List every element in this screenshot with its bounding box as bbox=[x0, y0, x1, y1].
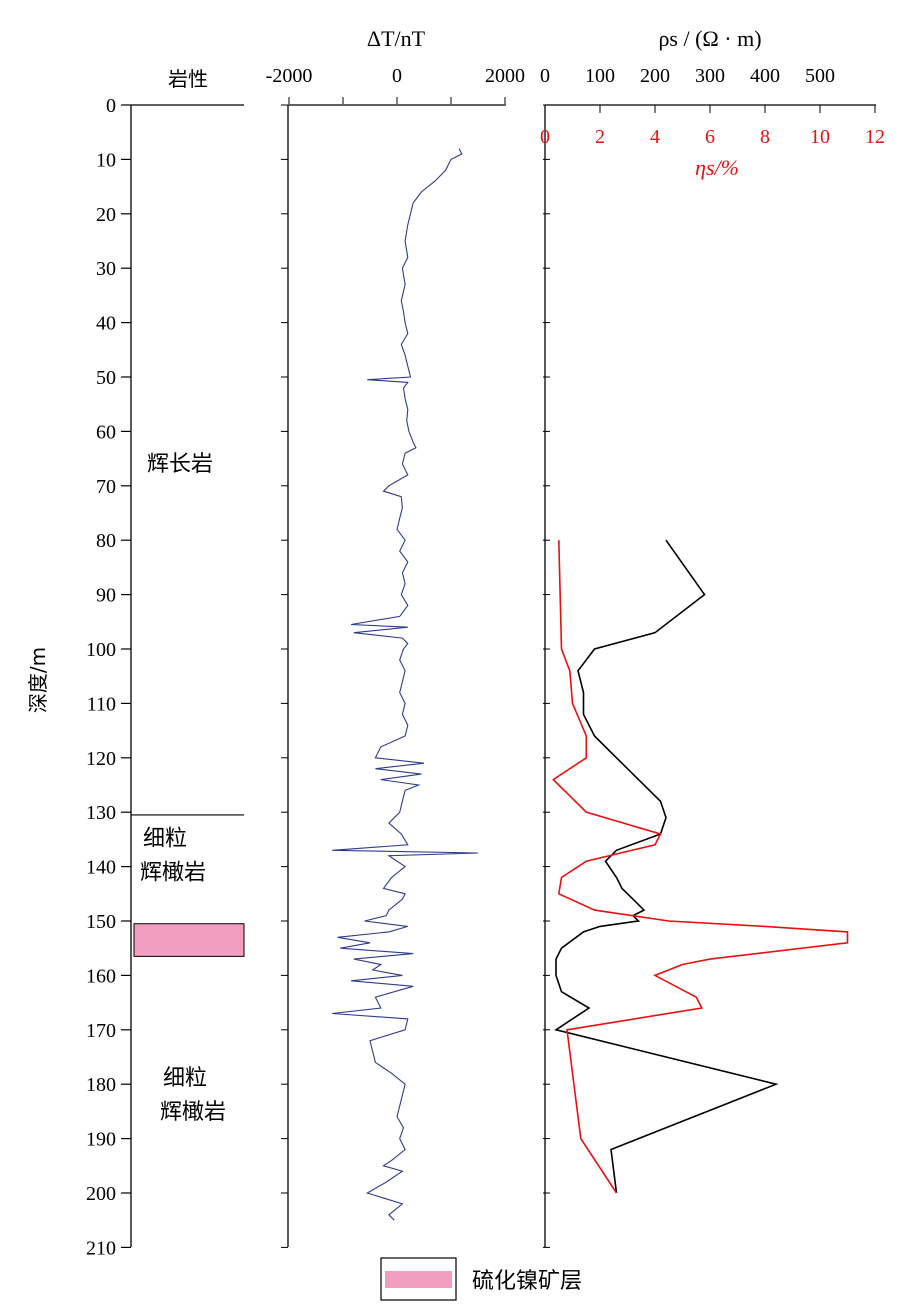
depth-tick-label: 160 bbox=[86, 965, 116, 987]
legend-box bbox=[380, 1257, 457, 1301]
rho-x-tick-label: 500 bbox=[805, 65, 835, 87]
depth-tick-label: 170 bbox=[86, 1020, 116, 1042]
depth-tick-label: 190 bbox=[86, 1129, 116, 1151]
rho-x-tick-label: 0 bbox=[540, 65, 550, 87]
rho-s-line bbox=[554, 539, 779, 1194]
lithology-unit-label: 细粒 bbox=[143, 827, 187, 852]
depth-tick-label: 180 bbox=[86, 1074, 116, 1096]
depth-tick-label: 210 bbox=[86, 1237, 116, 1259]
rho-x-tick-label: 400 bbox=[750, 65, 780, 87]
depth-tick-label: 30 bbox=[96, 258, 116, 280]
legend-ore-swatch bbox=[385, 1271, 452, 1288]
depth-tick-label: 120 bbox=[86, 748, 116, 770]
legend: 硫化镍矿层 bbox=[380, 1257, 582, 1301]
depth-tick-label: 10 bbox=[96, 149, 116, 171]
eta-x-tick-label: 8 bbox=[760, 126, 770, 148]
lithology-unit-label: 细粒 bbox=[163, 1066, 207, 1091]
depth-tick-label: 0 bbox=[106, 95, 116, 117]
depth-tick-label: 110 bbox=[87, 693, 116, 715]
eta-s-line bbox=[552, 540, 849, 1194]
eta-axis-title: ηs/% bbox=[695, 155, 739, 180]
eta-x-tick-label: 2 bbox=[595, 126, 605, 148]
magnetic-x-tick-label: -2000 bbox=[266, 65, 313, 87]
eta-x-tick-label: 0 bbox=[540, 126, 550, 148]
depth-tick-label: 60 bbox=[96, 421, 116, 443]
lithology-unit-label: 辉长岩 bbox=[147, 452, 213, 477]
depth-tick-label: 50 bbox=[96, 367, 116, 389]
rho-eta-x-axis: 0 100 200 300 400 500 0 2 4 6 8 10 12 bbox=[540, 65, 885, 1247]
magnetic-panel-title: ΔT/nT bbox=[367, 26, 426, 51]
magnetic-x-tick-label: 2000 bbox=[485, 65, 525, 87]
rho-panel-title: ρs / (Ω · m) bbox=[658, 26, 761, 51]
eta-x-tick-label: 12 bbox=[865, 126, 885, 148]
lithology-unit-label: 辉橄岩 bbox=[160, 1100, 226, 1125]
depth-tick-label: 90 bbox=[96, 585, 116, 607]
depth-tick-label: 130 bbox=[86, 802, 116, 824]
depth-tick-label: 140 bbox=[86, 857, 116, 879]
depth-tick-label: 150 bbox=[86, 911, 116, 933]
lithology-unit-label: 辉橄岩 bbox=[140, 861, 206, 886]
depth-tick-label: 20 bbox=[96, 204, 116, 226]
rho-x-tick-label: 100 bbox=[585, 65, 615, 87]
magnetic-x-tick-label: 0 bbox=[392, 65, 402, 87]
legend-ore-label: 硫化镍矿层 bbox=[472, 1269, 582, 1294]
depth-axis-ticks: 0 10 20 30 40 50 60 70 80 90 100 110 120 130 140 150 160… bbox=[86, 95, 550, 1259]
depth-tick-label: 200 bbox=[86, 1183, 116, 1205]
eta-x-tick-label: 6 bbox=[705, 126, 715, 148]
depth-tick-label: 70 bbox=[96, 476, 116, 498]
depth-tick-label: 100 bbox=[86, 639, 116, 661]
magnetic-x-axis: -2000 0 2000 bbox=[266, 65, 525, 1247]
rho-x-tick-label: 300 bbox=[695, 65, 725, 87]
depth-axis-label: 深度/m bbox=[26, 647, 50, 713]
eta-x-tick-label: 10 bbox=[810, 126, 830, 148]
lithology-header: 岩性 bbox=[168, 67, 208, 91]
ore-layer bbox=[133, 923, 245, 957]
delta-t-line bbox=[332, 148, 479, 1221]
rho-x-tick-label: 200 bbox=[640, 65, 670, 87]
depth-tick-label: 80 bbox=[96, 530, 116, 552]
depth-tick-label: 40 bbox=[96, 313, 116, 335]
eta-x-tick-label: 4 bbox=[650, 126, 660, 148]
